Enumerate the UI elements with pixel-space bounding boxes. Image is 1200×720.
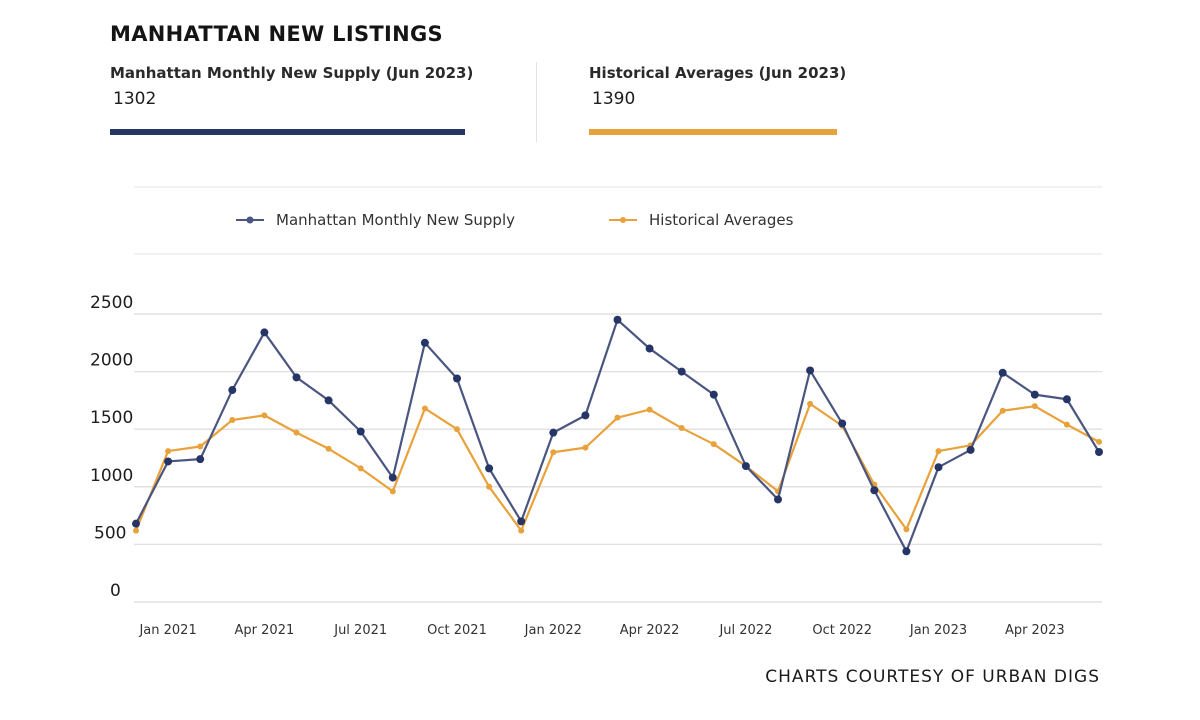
data-point-new-supply (388, 473, 397, 482)
data-point-new-supply (260, 328, 269, 337)
data-point-historical-averages (518, 527, 525, 534)
legend-marker-icon (236, 216, 264, 224)
data-point-new-supply (228, 386, 237, 395)
data-point-new-supply (998, 368, 1007, 377)
data-point-new-supply (677, 367, 686, 376)
legend-item-new-supply[interactable]: Manhattan Monthly New Supply (236, 211, 515, 229)
data-point-new-supply (1062, 395, 1071, 404)
data-point-historical-averages (935, 448, 942, 455)
data-point-historical-averages (421, 405, 428, 412)
y-tick-label: 500 (94, 523, 126, 543)
x-tick-label: Oct 2021 (427, 623, 487, 638)
data-point-historical-averages (582, 444, 589, 451)
x-tick-label: Apr 2021 (235, 623, 295, 638)
y-tick-label: 1000 (90, 466, 133, 486)
data-point-new-supply (453, 374, 461, 383)
data-point-new-supply (292, 373, 301, 382)
data-point-new-supply (324, 396, 333, 405)
x-tick-label: Jul 2021 (333, 623, 387, 638)
data-point-historical-averages (807, 400, 814, 407)
y-tick-label: 2000 (90, 351, 133, 371)
data-point-historical-averages (903, 526, 910, 533)
data-point-new-supply (902, 547, 911, 556)
data-point-historical-averages (229, 416, 236, 423)
legend-label: Historical Averages (649, 211, 794, 229)
data-point-historical-averages (1063, 421, 1070, 428)
kpi-new-supply: Manhattan Monthly New Supply (Jun 2023) … (110, 64, 473, 109)
data-point-historical-averages (646, 406, 653, 413)
series-line-historical-averages (134, 402, 1100, 532)
credits-text: CHARTS COURTESY OF URBAN DIGS (765, 667, 1100, 687)
x-tick-label: Jan 2021 (138, 623, 196, 638)
data-point-historical-averages (325, 445, 332, 452)
legend-marker-icon (609, 217, 637, 223)
data-point-historical-averages (486, 483, 493, 490)
kpi-label: Historical Averages (Jun 2023) (589, 64, 847, 82)
kpi-value: 1302 (113, 89, 157, 109)
data-point-new-supply (581, 411, 590, 420)
series-line-new-supply (135, 318, 1100, 553)
data-point-new-supply (774, 495, 782, 504)
data-point-new-supply (806, 366, 815, 375)
y-tick-label: 2500 (90, 293, 133, 313)
x-tick-label: Jul 2022 (718, 623, 772, 638)
data-point-historical-averages (1096, 438, 1102, 445)
data-point-historical-averages (454, 426, 460, 433)
data-point-new-supply (549, 428, 558, 437)
data-point-new-supply (1095, 448, 1103, 457)
data-point-historical-averages (550, 449, 557, 456)
kpi-bar-historical-averages (589, 129, 837, 135)
kpi-label: Manhattan Monthly New Supply (Jun 2023) (110, 64, 474, 82)
data-point-historical-averages (197, 443, 204, 450)
y-tick-label: 0 (110, 581, 121, 601)
data-point-new-supply (196, 455, 205, 464)
data-point-new-supply (613, 315, 622, 324)
data-point-new-supply (709, 390, 718, 399)
kpi-historical-averages: Historical Averages (Jun 2023) 1390 (589, 64, 846, 109)
data-point-new-supply (838, 419, 847, 428)
x-tick-label: Oct 2022 (812, 623, 872, 638)
data-point-historical-averages (165, 448, 172, 455)
data-point-new-supply (420, 338, 429, 347)
data-point-historical-averages (614, 414, 621, 421)
data-point-new-supply (645, 344, 654, 353)
x-tick-label: Jan 2022 (524, 623, 582, 638)
data-point-new-supply (485, 464, 494, 473)
kpi-value: 1390 (592, 89, 636, 109)
data-point-new-supply (966, 445, 975, 454)
data-point-new-supply (934, 463, 943, 472)
data-point-new-supply (164, 457, 173, 466)
data-point-historical-averages (261, 412, 268, 419)
data-point-historical-averages (710, 441, 717, 448)
x-tick-label: Apr 2022 (620, 623, 680, 638)
data-point-historical-averages (678, 425, 685, 432)
x-tick-label: Apr 2023 (1005, 623, 1065, 638)
data-point-historical-averages (293, 429, 300, 436)
data-point-new-supply (870, 486, 879, 495)
legend-label: Manhattan Monthly New Supply (276, 211, 515, 229)
data-point-new-supply (1030, 390, 1039, 399)
data-point-new-supply (132, 519, 140, 528)
x-tick-label: Jan 2023 (909, 623, 967, 638)
legend-item-historical-averages[interactable]: Historical Averages (609, 211, 793, 229)
data-point-historical-averages (1031, 403, 1038, 410)
data-point-historical-averages (999, 407, 1006, 414)
data-point-historical-averages (357, 465, 364, 472)
kpi-divider (536, 62, 537, 142)
y-tick-label: 1500 (90, 408, 133, 428)
data-point-new-supply (741, 462, 750, 471)
page-title: MANHATTAN NEW LISTINGS (110, 22, 443, 46)
data-point-historical-averages (133, 527, 139, 534)
data-point-historical-averages (389, 488, 396, 495)
data-point-new-supply (356, 427, 365, 436)
data-point-new-supply (517, 517, 526, 526)
kpi-bar-new-supply (110, 129, 465, 135)
